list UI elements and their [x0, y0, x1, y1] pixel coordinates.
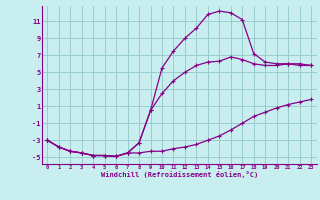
X-axis label: Windchill (Refroidissement éolien,°C): Windchill (Refroidissement éolien,°C) — [100, 171, 258, 178]
